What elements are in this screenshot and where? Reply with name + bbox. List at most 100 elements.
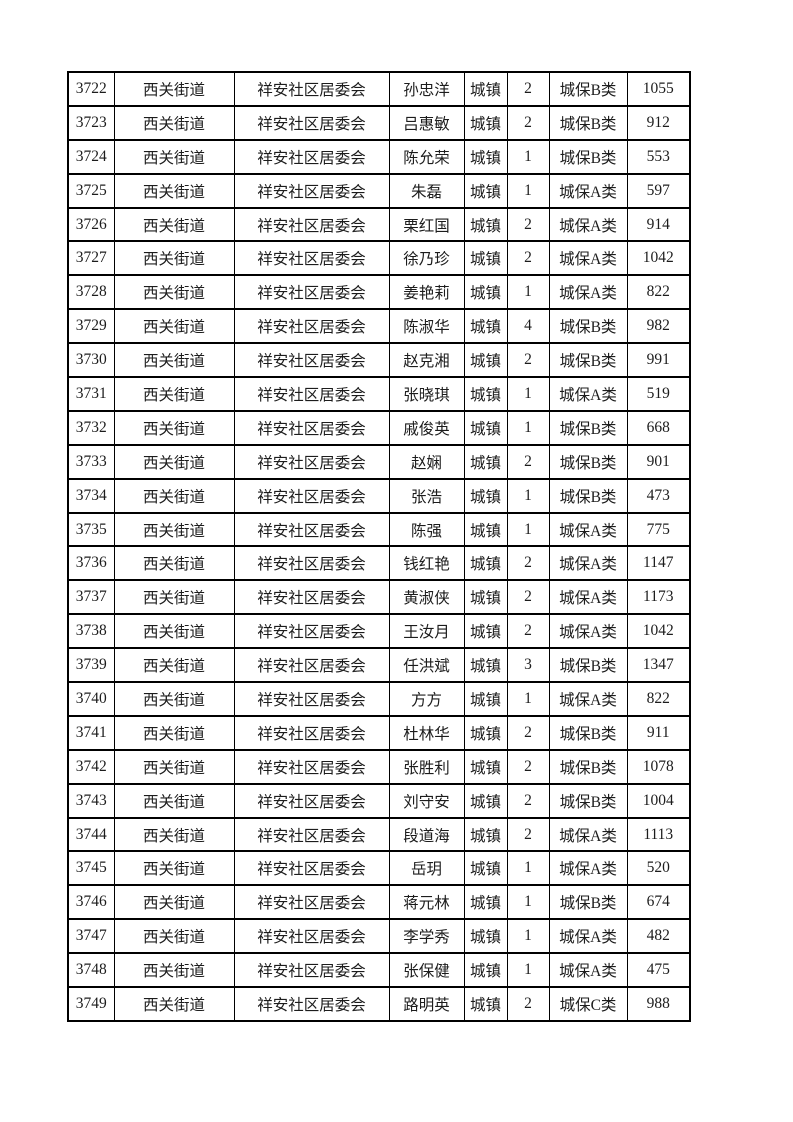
cell-insurance-category: 城保B类 [548, 782, 628, 819]
cell-insurance-category: 城保B类 [548, 443, 628, 480]
cell-seq: 3741 [67, 714, 115, 751]
cell-amount: 988 [626, 986, 691, 1022]
table-row: 3739 西关街道 祥安社区居委会 任洪斌 城镇 3 城保B类 1347 [67, 647, 691, 684]
cell-street: 西关街道 [113, 409, 235, 446]
cell-person-name: 李学秀 [388, 918, 465, 955]
cell-street: 西关街道 [113, 782, 235, 819]
cell-person-name: 陈允荣 [388, 138, 465, 175]
cell-street: 西关街道 [113, 918, 235, 955]
cell-seq: 3743 [67, 782, 115, 819]
cell-street: 西关街道 [113, 952, 235, 989]
cell-insurance-category: 城保A类 [548, 511, 628, 548]
cell-committee: 祥安社区居委会 [233, 477, 390, 514]
cell-count: 1 [506, 884, 550, 921]
cell-committee: 祥安社区居委会 [233, 71, 390, 107]
cell-street: 西关街道 [113, 545, 235, 582]
cell-street: 西关街道 [113, 376, 235, 412]
table-row: 3740 西关街道 祥安社区居委会 方方 城镇 1 城保A类 822 [67, 681, 691, 717]
cell-street: 西关街道 [113, 986, 235, 1022]
cell-region-type: 城镇 [463, 613, 508, 650]
cell-person-name: 王汝月 [388, 613, 465, 650]
cell-amount: 1004 [626, 782, 691, 819]
cell-street: 西关街道 [113, 71, 235, 107]
cell-seq: 3723 [67, 104, 115, 141]
cell-amount: 1173 [626, 579, 691, 616]
records-table: 3722 西关街道 祥安社区居委会 孙忠洋 城镇 2 城保B类 1055 372… [67, 71, 691, 1022]
cell-region-type: 城镇 [463, 647, 508, 684]
cell-region-type: 城镇 [463, 138, 508, 175]
cell-seq: 3738 [67, 613, 115, 650]
cell-amount: 991 [626, 342, 691, 379]
cell-amount: 775 [626, 511, 691, 548]
cell-count: 2 [506, 816, 550, 853]
cell-seq: 3734 [67, 477, 115, 514]
table-row: 3730 西关街道 祥安社区居委会 赵克湘 城镇 2 城保B类 991 [67, 342, 691, 379]
cell-insurance-category: 城保B类 [548, 748, 628, 785]
cell-seq: 3745 [67, 850, 115, 887]
cell-person-name: 朱磊 [388, 172, 465, 209]
table-row: 3726 西关街道 祥安社区居委会 栗红国 城镇 2 城保A类 914 [67, 206, 691, 243]
cell-committee: 祥安社区居委会 [233, 952, 390, 989]
table-row: 3728 西关街道 祥安社区居委会 姜艳莉 城镇 1 城保A类 822 [67, 274, 691, 311]
cell-region-type: 城镇 [463, 748, 508, 785]
cell-region-type: 城镇 [463, 545, 508, 582]
table-row: 3746 西关街道 祥安社区居委会 蒋元林 城镇 1 城保B类 674 [67, 884, 691, 921]
cell-amount: 1113 [626, 816, 691, 853]
cell-count: 1 [506, 274, 550, 311]
cell-committee: 祥安社区居委会 [233, 409, 390, 446]
cell-count: 1 [506, 511, 550, 548]
cell-amount: 911 [626, 714, 691, 751]
cell-committee: 祥安社区居委会 [233, 443, 390, 480]
cell-region-type: 城镇 [463, 376, 508, 412]
cell-committee: 祥安社区居委会 [233, 748, 390, 785]
cell-seq: 3724 [67, 138, 115, 175]
cell-street: 西关街道 [113, 206, 235, 243]
cell-committee: 祥安社区居委会 [233, 274, 390, 311]
cell-amount: 1055 [626, 71, 691, 107]
cell-count: 2 [506, 714, 550, 751]
cell-count: 2 [506, 579, 550, 616]
table-row: 3727 西关街道 祥安社区居委会 徐乃珍 城镇 2 城保A类 1042 [67, 240, 691, 277]
cell-count: 1 [506, 376, 550, 412]
cell-amount: 1042 [626, 613, 691, 650]
cell-seq: 3730 [67, 342, 115, 379]
table-row: 3733 西关街道 祥安社区居委会 赵娴 城镇 2 城保B类 901 [67, 443, 691, 480]
cell-insurance-category: 城保B类 [548, 647, 628, 684]
table-row: 3745 西关街道 祥安社区居委会 岳玥 城镇 1 城保A类 520 [67, 850, 691, 887]
cell-person-name: 黄淑侠 [388, 579, 465, 616]
cell-insurance-category: 城保A类 [548, 816, 628, 853]
cell-count: 2 [506, 240, 550, 277]
cell-insurance-category: 城保A类 [548, 579, 628, 616]
cell-region-type: 城镇 [463, 850, 508, 887]
cell-street: 西关街道 [113, 613, 235, 650]
cell-amount: 520 [626, 850, 691, 887]
cell-person-name: 孙忠洋 [388, 71, 465, 107]
cell-region-type: 城镇 [463, 952, 508, 989]
cell-committee: 祥安社区居委会 [233, 681, 390, 717]
cell-committee: 祥安社区居委会 [233, 816, 390, 853]
table-row: 3736 西关街道 祥安社区居委会 钱红艳 城镇 2 城保A类 1147 [67, 545, 691, 582]
cell-amount: 1078 [626, 748, 691, 785]
cell-seq: 3749 [67, 986, 115, 1022]
cell-person-name: 吕惠敏 [388, 104, 465, 141]
cell-insurance-category: 城保B类 [548, 308, 628, 345]
table-row: 3742 西关街道 祥安社区居委会 张胜利 城镇 2 城保B类 1078 [67, 748, 691, 785]
cell-person-name: 栗红国 [388, 206, 465, 243]
cell-count: 4 [506, 308, 550, 345]
cell-count: 1 [506, 172, 550, 209]
cell-seq: 3736 [67, 545, 115, 582]
cell-seq: 3748 [67, 952, 115, 989]
table-row: 3731 西关街道 祥安社区居委会 张晓琪 城镇 1 城保A类 519 [67, 376, 691, 412]
cell-insurance-category: 城保A类 [548, 952, 628, 989]
cell-committee: 祥安社区居委会 [233, 172, 390, 209]
cell-committee: 祥安社区居委会 [233, 850, 390, 887]
cell-region-type: 城镇 [463, 681, 508, 717]
cell-person-name: 杜林华 [388, 714, 465, 751]
cell-committee: 祥安社区居委会 [233, 545, 390, 582]
cell-amount: 674 [626, 884, 691, 921]
cell-seq: 3747 [67, 918, 115, 955]
cell-street: 西关街道 [113, 511, 235, 548]
cell-street: 西关街道 [113, 850, 235, 887]
table-row: 3735 西关街道 祥安社区居委会 陈强 城镇 1 城保A类 775 [67, 511, 691, 548]
cell-person-name: 赵娴 [388, 443, 465, 480]
